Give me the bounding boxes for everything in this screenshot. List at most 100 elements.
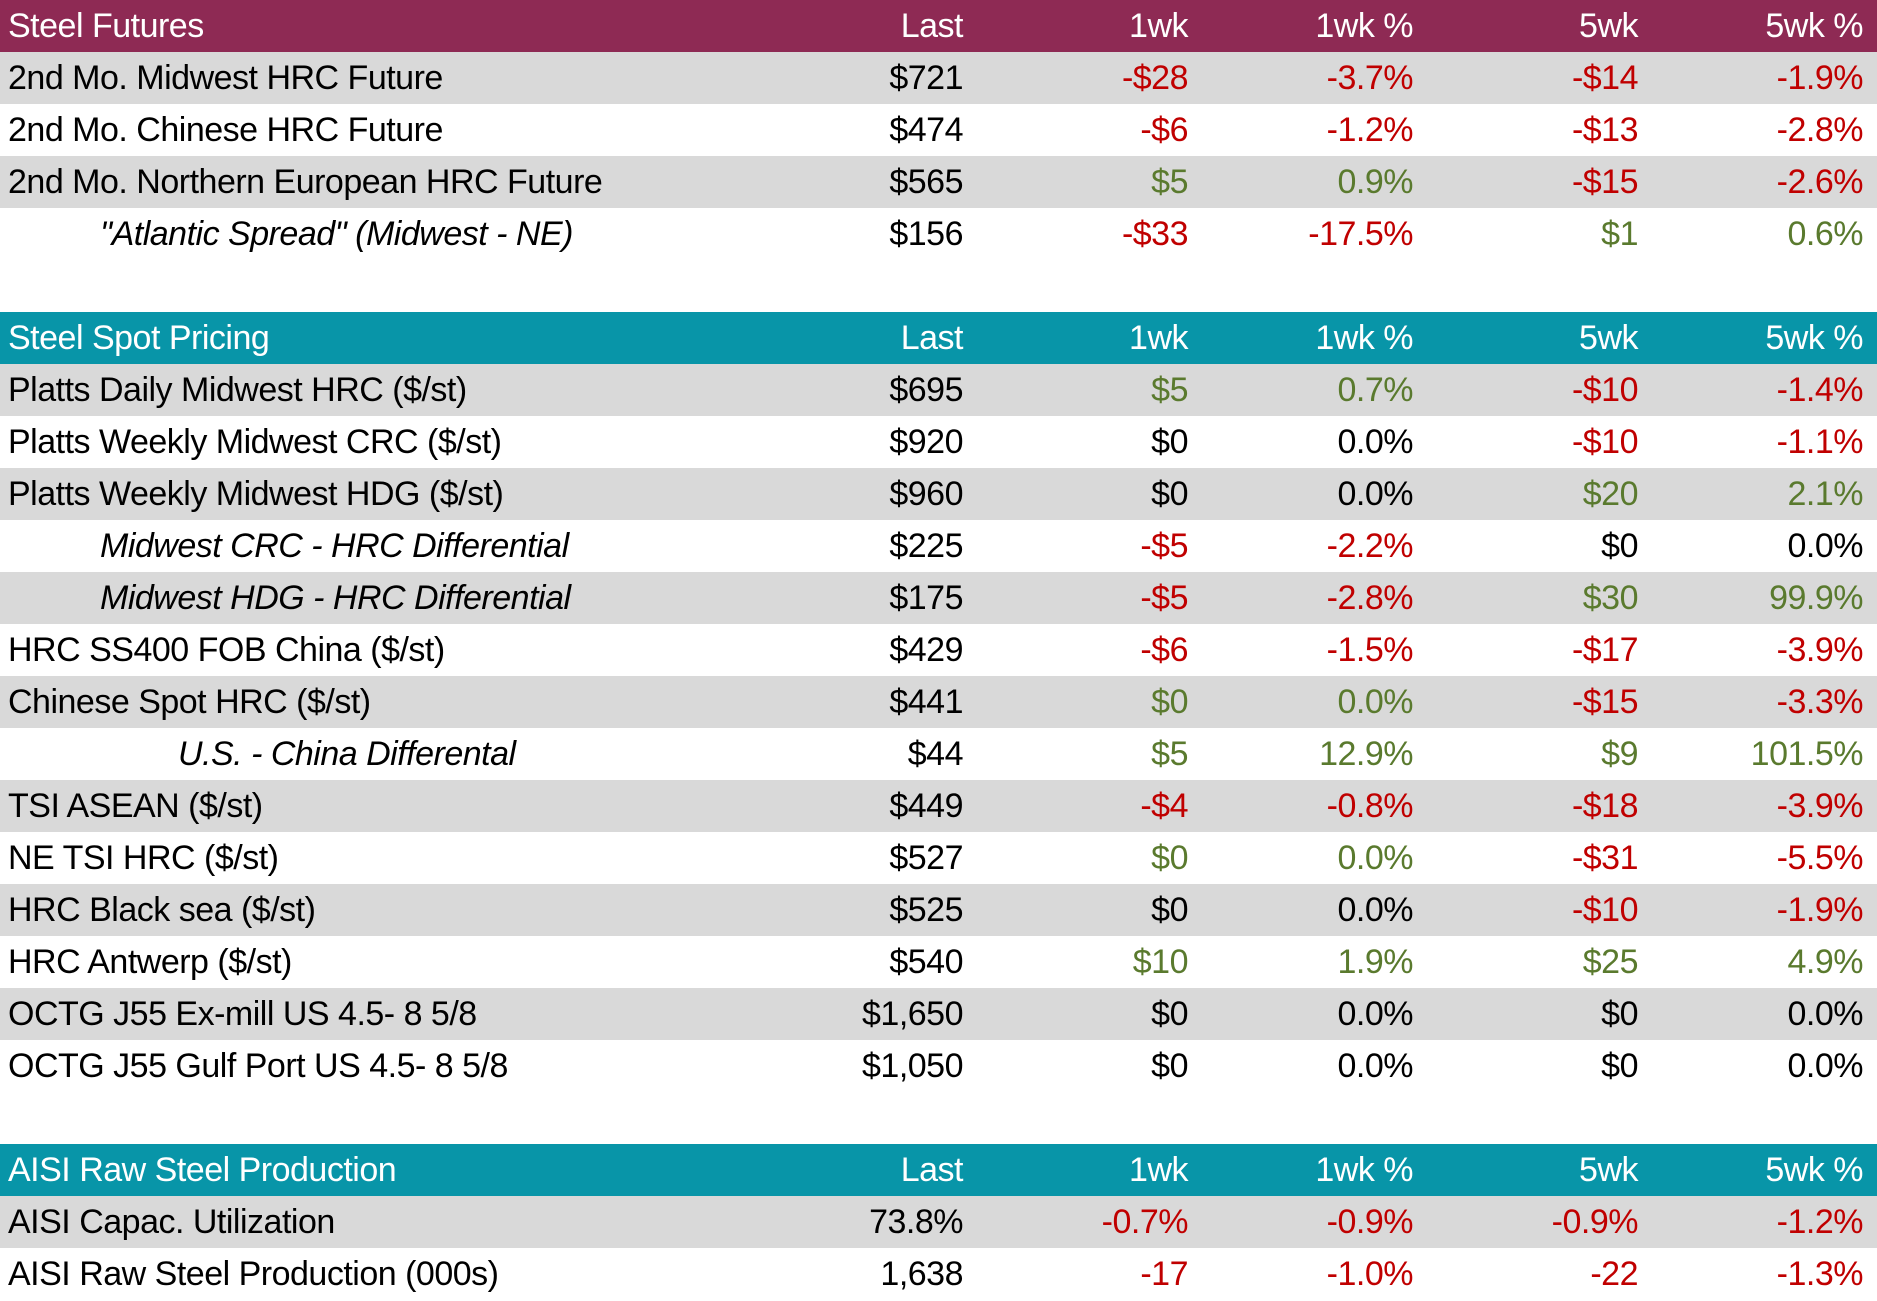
cell-5wk: 0.6%: [1787, 215, 1864, 253]
cell-5wk: -2.8%: [1776, 111, 1864, 149]
cell-last: $721: [889, 59, 963, 97]
cell-5wk: -1.9%: [1776, 59, 1864, 97]
cell-last: $175: [889, 579, 963, 617]
cell-1wk: 0.0%: [1337, 1047, 1414, 1085]
cell-1wk: 0.0%: [1337, 891, 1414, 929]
table-row-2nd-mo-chinese-hrc-future: 2nd Mo. Chinese HRC Future $474 -$6 -1.2% -$…: [0, 104, 1877, 156]
cell-last: $44: [907, 735, 964, 773]
cell-1wk: 0.9%: [1337, 163, 1414, 201]
cell-5wk: 0.0%: [1787, 1047, 1864, 1085]
steel-futures-header-row: Steel Futures Last 1wk 1wk % 5wk 5wk %: [0, 0, 1877, 52]
section-title-steel-spot-pricing: Steel Spot Pricing: [8, 319, 270, 357]
cell-5wk: -$10: [1571, 371, 1639, 409]
cell-last: $565: [889, 163, 963, 201]
cell-1wk: $0: [1151, 475, 1188, 513]
column-header-1wk: 1wk %: [1315, 1151, 1413, 1189]
row-label: HRC Antwerp ($/st): [8, 943, 292, 981]
cell-5wk: $0: [1601, 527, 1638, 565]
cell-1wk: -17.5%: [1308, 215, 1413, 253]
table-row-hrc-ss400-fob-china-st: HRC SS400 FOB China ($/st) $429 -$6 -1.5% -$…: [0, 624, 1877, 676]
cell-1wk: -1.5%: [1326, 631, 1414, 669]
cell-5wk: -1.4%: [1776, 371, 1864, 409]
section-steel-spot-pricing: Steel Spot Pricing Last 1wk 1wk % 5wk 5wk % Pl…: [0, 312, 1877, 1092]
column-header-1wk: 1wk %: [1315, 7, 1413, 45]
section-steel-futures: Steel Futures Last 1wk 1wk % 5wk 5wk % 2nd Mo.…: [0, 0, 1877, 260]
cell-5wk: $30: [1582, 579, 1639, 617]
row-label: HRC Black sea ($/st): [8, 891, 316, 929]
cell-last: $960: [889, 475, 963, 513]
cell-1wk: -0.9%: [1326, 1203, 1414, 1241]
cell-last: $156: [889, 215, 963, 253]
cell-1wk: -$6: [1140, 631, 1188, 669]
column-header-1wk: 1wk %: [1315, 319, 1413, 357]
cell-1wk: $0: [1151, 683, 1188, 721]
cell-1wk: -0.7%: [1101, 1203, 1189, 1241]
table-row-midwest-crc-hrc-differential: Midwest CRC - HRC Differential $225 -$5 -2.…: [0, 520, 1877, 572]
cell-1wk: $0: [1151, 839, 1188, 877]
aisi-raw-steel-production-header-row: AISI Raw Steel Production Last 1wk 1wk % 5wk…: [0, 1144, 1877, 1196]
column-header-5wk: 5wk: [1579, 319, 1638, 357]
cell-5wk: 101.5%: [1750, 735, 1864, 773]
cell-5wk: 99.9%: [1769, 579, 1863, 617]
cell-5wk: -1.3%: [1776, 1255, 1864, 1293]
column-header-5wk: 5wk: [1579, 7, 1638, 45]
steel-spot-pricing-header-row: Steel Spot Pricing Last 1wk 1wk % 5wk 5wk %: [0, 312, 1877, 364]
cell-1wk: 0.0%: [1337, 839, 1414, 877]
cell-5wk: -$10: [1571, 891, 1639, 929]
table-row-2nd-mo-midwest-hrc-future: 2nd Mo. Midwest HRC Future $721 -$28 -3.7% -…: [0, 52, 1877, 104]
table-row-aisi-raw-steel-production-000s: AISI Raw Steel Production (000s) 1,638 -17…: [0, 1248, 1877, 1300]
cell-last: $474: [889, 111, 963, 149]
cell-5wk: $0: [1601, 995, 1638, 1033]
cell-1wk: -$5: [1140, 527, 1188, 565]
column-header-last: Last: [900, 1151, 964, 1189]
cell-1wk: -1.0%: [1326, 1255, 1414, 1293]
cell-5wk: -$15: [1571, 163, 1639, 201]
cell-5wk: -22: [1590, 1255, 1638, 1293]
cell-1wk: -$6: [1140, 111, 1188, 149]
row-label: 2nd Mo. Midwest HRC Future: [8, 59, 443, 97]
row-label: NE TSI HRC ($/st): [8, 839, 279, 877]
row-label: HRC SS400 FOB China ($/st): [8, 631, 445, 669]
cell-1wk: $0: [1151, 891, 1188, 929]
table-row-platts-weekly-midwest-hdg-st: Platts Weekly Midwest HDG ($/st) $960 $0 0.…: [0, 468, 1877, 520]
cell-1wk: $0: [1151, 1047, 1188, 1085]
cell-5wk: -0.9%: [1551, 1203, 1639, 1241]
row-label: TSI ASEAN ($/st): [8, 787, 263, 825]
cell-1wk: -2.8%: [1326, 579, 1414, 617]
cell-5wk: $0: [1601, 1047, 1638, 1085]
cell-last: $1,050: [862, 1047, 964, 1085]
cell-5wk: -5.5%: [1776, 839, 1864, 877]
cell-last: $540: [889, 943, 963, 981]
cell-1wk: $5: [1151, 735, 1188, 773]
cell-last: $429: [889, 631, 963, 669]
cell-1wk: 0.0%: [1337, 995, 1414, 1033]
row-label: Midwest HDG - HRC Differential: [100, 579, 571, 617]
table-row-tsi-asean-st: TSI ASEAN ($/st) $449 -$4 -0.8% -$18 -3.9%: [0, 780, 1877, 832]
cell-last: $527: [889, 839, 963, 877]
cell-1wk: 0.0%: [1337, 683, 1414, 721]
cell-5wk: 0.0%: [1787, 527, 1864, 565]
table-row-midwest-hdg-hrc-differential: Midwest HDG - HRC Differential $175 -$5 -2.…: [0, 572, 1877, 624]
cell-last: 73.8%: [869, 1203, 963, 1241]
cell-1wk: -$33: [1121, 215, 1189, 253]
cell-1wk: $0: [1151, 423, 1188, 461]
cell-5wk: -2.6%: [1776, 163, 1864, 201]
cell-1wk: -$4: [1140, 787, 1188, 825]
cell-5wk: $25: [1582, 943, 1639, 981]
cell-5wk: -$18: [1571, 787, 1639, 825]
cell-last: 1,638: [880, 1255, 963, 1293]
table-row-platts-weekly-midwest-crc-st: Platts Weekly Midwest CRC ($/st) $920 $0 0.…: [0, 416, 1877, 468]
row-label: Chinese Spot HRC ($/st): [8, 683, 371, 721]
section-title-aisi-raw-steel-production: AISI Raw Steel Production: [8, 1151, 397, 1189]
section-gap: [0, 260, 1877, 312]
cell-5wk: -$10: [1571, 423, 1639, 461]
cell-5wk: -3.9%: [1776, 631, 1864, 669]
column-header-5wk: 5wk: [1579, 1151, 1638, 1189]
table-row-octg-j55-ex-mill-us-4-5-8-5-8: OCTG J55 Ex-mill US 4.5- 8 5/8 $1,650 $0 0.…: [0, 988, 1877, 1040]
table-row-2nd-mo-northern-european-hrc-future: 2nd Mo. Northern European HRC Future $565…: [0, 156, 1877, 208]
cell-5wk: -1.1%: [1776, 423, 1864, 461]
table-row-atlantic-spread-midwest-ne: "Atlantic Spread" (Midwest - NE) $156 -$33…: [0, 208, 1877, 260]
row-label: OCTG J55 Ex-mill US 4.5- 8 5/8: [8, 995, 477, 1033]
column-header-5wk: 5wk %: [1765, 1151, 1863, 1189]
